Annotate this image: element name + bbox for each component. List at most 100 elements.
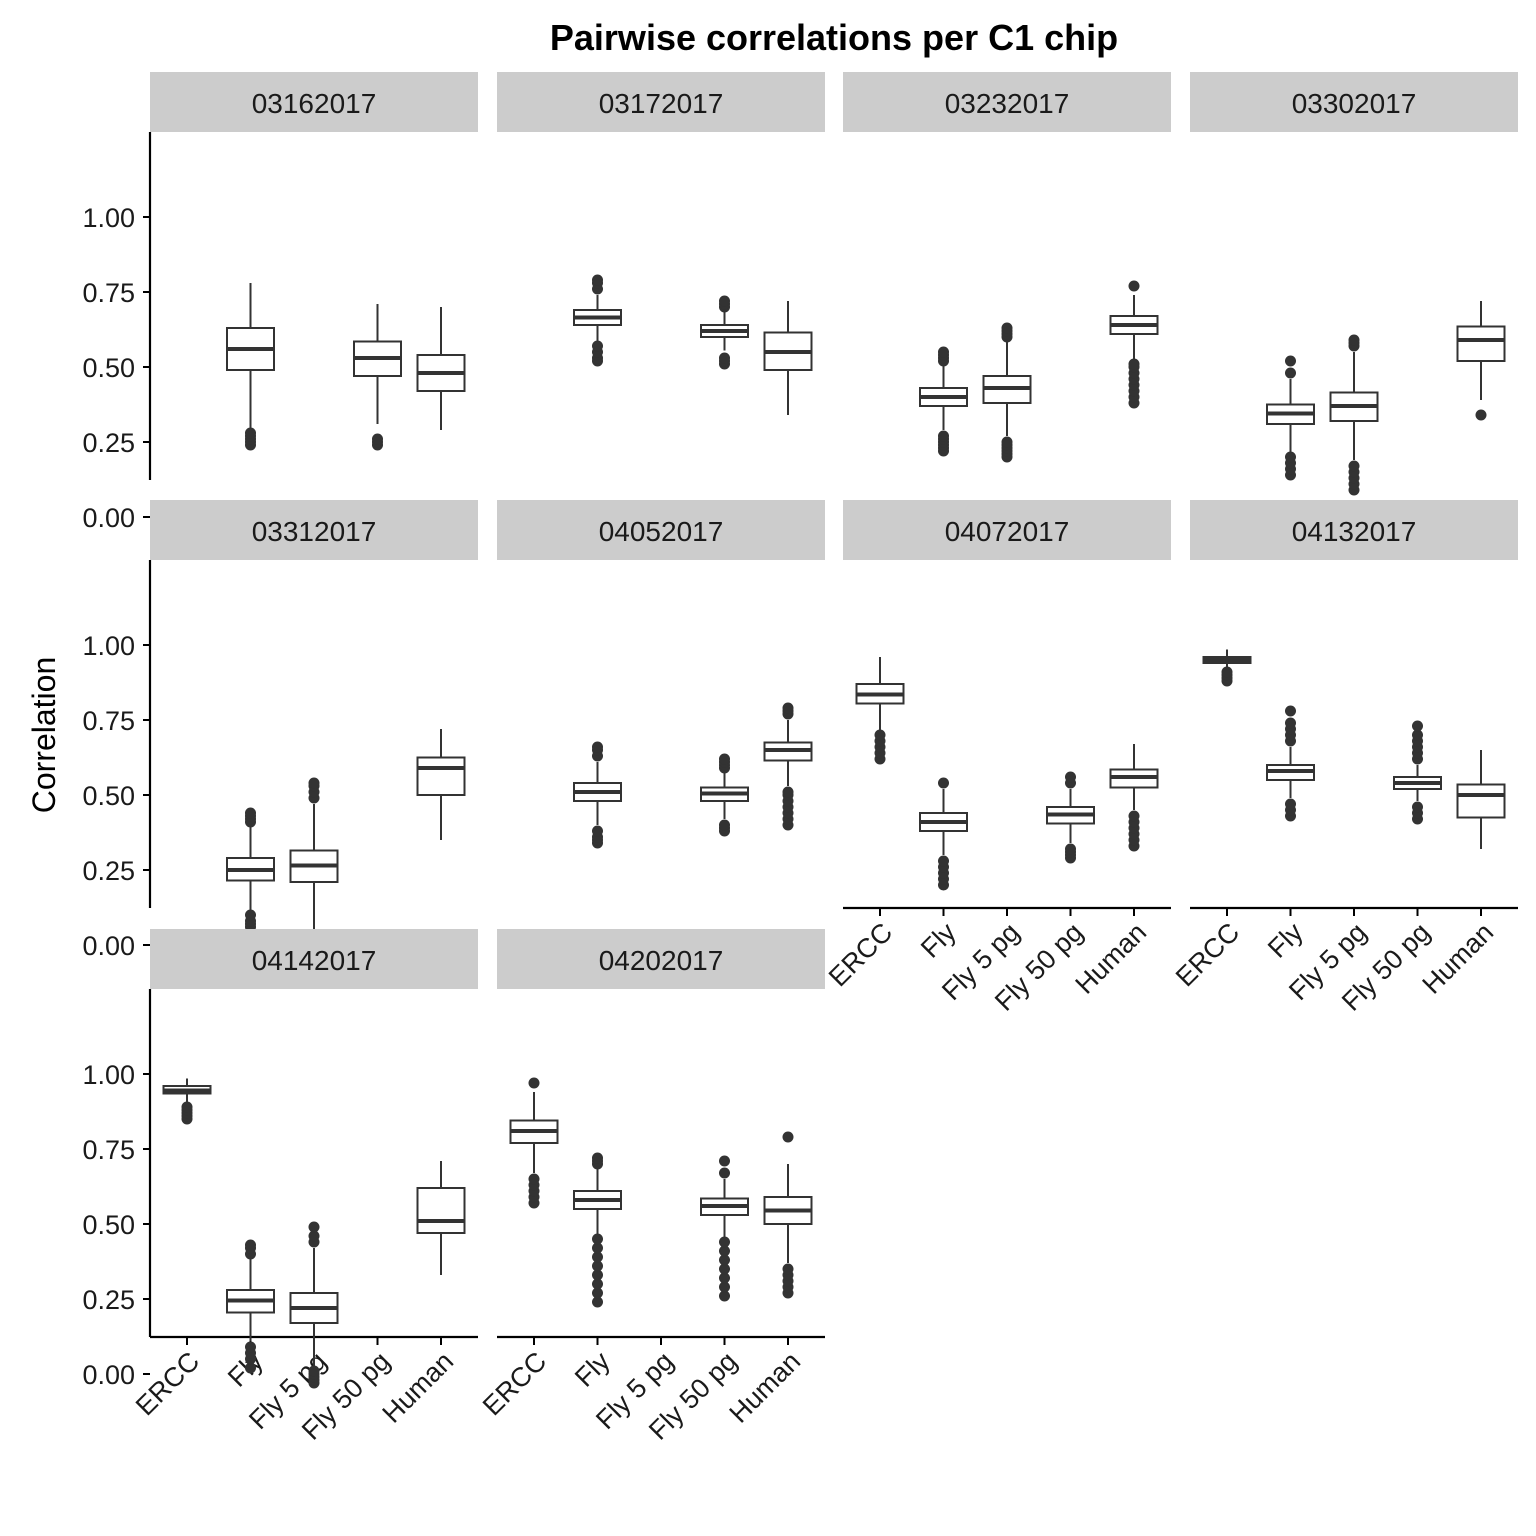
box-human — [763, 702, 813, 831]
outlier-point — [592, 825, 603, 837]
box-fly-50-pg — [700, 753, 749, 837]
outlier-point — [1221, 666, 1233, 678]
outlier-point — [719, 1272, 730, 1284]
outlier-point — [592, 1269, 603, 1281]
outlier-point — [308, 1221, 320, 1233]
outlier-point — [1412, 729, 1423, 741]
outlier-point — [592, 1287, 603, 1299]
outlier-point — [938, 777, 949, 789]
outlier-point — [782, 702, 794, 714]
y-tick-label: 0.75 — [82, 278, 135, 308]
box-human — [1109, 280, 1159, 409]
x-tick-label: Human — [723, 1346, 806, 1429]
outlier-point — [245, 909, 256, 921]
x-tick-label: ERCC — [1170, 917, 1245, 992]
facet-strip-label: 04072017 — [945, 516, 1070, 547]
facet-strip-label: 03312017 — [252, 516, 377, 547]
box-fly — [573, 274, 622, 367]
box-fly-50-pg — [353, 304, 402, 451]
outlier-point — [719, 295, 730, 307]
outlier-point — [1001, 436, 1013, 448]
y-tick-label: 0.25 — [82, 1285, 135, 1315]
box-body — [1456, 325, 1506, 362]
outlier-point — [245, 807, 256, 819]
box-human — [1456, 301, 1506, 421]
outlier-point — [528, 1077, 540, 1089]
outlier-point — [592, 741, 603, 753]
box-human — [416, 1161, 466, 1275]
outlier-point — [1285, 798, 1296, 810]
box-human — [763, 301, 813, 415]
facet-panel: 04052017 — [497, 500, 825, 849]
outlier-point — [1285, 717, 1296, 729]
facet-strip — [150, 500, 478, 560]
x-tick-label: Fly — [569, 1346, 616, 1393]
outlier-point — [528, 1173, 540, 1185]
outlier-point — [592, 1233, 603, 1245]
x-tick-label: Human — [1416, 917, 1499, 1000]
x-tick-label: ERCC — [130, 1346, 205, 1421]
y-tick-label: 1.00 — [82, 203, 135, 233]
box-fly — [1266, 355, 1315, 481]
facet-panel: 03162017 0.00 0.25 0.50 0.75 1.00 — [82, 72, 478, 533]
outlier-point — [719, 1245, 730, 1257]
outlier-point — [1001, 322, 1013, 334]
outlier-point — [592, 1296, 603, 1308]
outlier-point — [938, 855, 949, 867]
facet-panel: 03302017 — [1190, 72, 1518, 496]
y-tick-label: 0.00 — [82, 931, 135, 961]
facet-strip-label: 04142017 — [252, 945, 377, 976]
x-tick-label: Fly — [915, 917, 962, 964]
facet-strip — [843, 500, 1171, 560]
outlier-point — [1128, 358, 1140, 370]
outlier-point — [938, 346, 949, 358]
outlier-point — [719, 1155, 730, 1167]
outlier-point — [1285, 355, 1296, 367]
outlier-point — [592, 340, 603, 352]
facet-strip-label: 03162017 — [252, 88, 377, 119]
box-fly — [573, 741, 622, 849]
outlier-point — [1128, 810, 1140, 822]
outlier-point — [1128, 280, 1140, 292]
chart-title: Pairwise correlations per C1 chip — [550, 17, 1118, 58]
facet-strip-label: 03232017 — [945, 88, 1070, 119]
box-fly — [919, 777, 968, 891]
box-human — [1456, 750, 1506, 849]
box-fly — [1266, 705, 1315, 822]
outlier-point — [719, 1167, 730, 1179]
box-human — [763, 1131, 813, 1299]
outlier-point — [719, 1254, 730, 1266]
outlier-point — [592, 1251, 603, 1263]
facet-panels: 03162017 0.00 0.25 0.50 0.75 1.00 03172017 0323… — [82, 72, 1518, 1446]
y-tick-label: 0.75 — [82, 1135, 135, 1165]
outlier-point — [592, 1242, 603, 1254]
outlier-point — [1412, 801, 1423, 813]
box-ercc — [162, 1078, 212, 1125]
x-tick-label: ERCC — [477, 1346, 552, 1421]
y-tick-label: 0.50 — [82, 1210, 135, 1240]
outlier-point — [372, 433, 383, 445]
y-tick-label: 0.50 — [82, 781, 135, 811]
box-ercc — [855, 657, 905, 765]
facet-strip — [497, 72, 825, 132]
outlier-point — [181, 1101, 193, 1113]
y-axis-title: Correlation — [26, 657, 62, 814]
facet-strip-label: 03302017 — [1292, 88, 1417, 119]
box-fly — [919, 346, 968, 457]
outlier-point — [719, 819, 730, 831]
outlier-point — [719, 352, 730, 364]
box-ercc — [509, 1077, 559, 1209]
facet-strip — [150, 72, 478, 132]
outlier-point — [719, 1281, 730, 1293]
outlier-point — [245, 427, 256, 439]
outlier-point — [1285, 705, 1296, 717]
facet-strip-label: 03172017 — [599, 88, 724, 119]
box-fly-50-pg — [700, 295, 749, 370]
box-body — [416, 1187, 466, 1234]
facet-panel: 03172017 — [497, 72, 825, 415]
box-fly-50-pg — [1393, 720, 1442, 825]
outlier-point — [1348, 334, 1360, 346]
x-tick-label: ERCC — [823, 917, 898, 992]
outlier-point — [592, 1260, 603, 1272]
